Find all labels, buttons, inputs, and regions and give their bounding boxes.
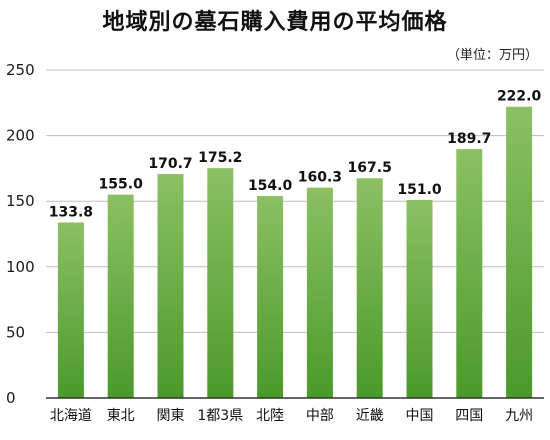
bars (57, 106, 533, 399)
x-category-label: 関東 (157, 408, 185, 424)
value-label: 154.0 (248, 178, 293, 194)
bar-10 (506, 106, 533, 399)
value-label: 175.2 (198, 150, 242, 166)
y-tick-label: 0 (6, 389, 16, 407)
bar-5 (257, 195, 284, 398)
bar-7 (356, 178, 383, 398)
y-axis-ticks: 0 50 100 150 200 250 (6, 61, 35, 407)
value-label: 170.7 (148, 156, 192, 172)
value-label: 151.0 (397, 182, 442, 198)
bar-4 (207, 168, 234, 398)
value-label: 167.5 (348, 160, 392, 176)
x-category-label: 中国 (406, 408, 434, 424)
y-tick-label: 150 (6, 192, 35, 210)
value-label: 160.3 (298, 170, 342, 186)
bar-2 (107, 194, 134, 398)
x-category-label: 東北 (107, 408, 135, 424)
x-category-label: 中部 (306, 408, 334, 424)
bar-9 (456, 149, 483, 398)
y-tick-label: 100 (6, 258, 35, 276)
value-label: 133.8 (49, 204, 93, 220)
bar-1 (57, 222, 84, 398)
chart-title: 地域別の墓石購入費用の平均価格 (102, 10, 448, 35)
value-label: 155.0 (99, 177, 144, 193)
unit-note: （単位：万円） (446, 48, 538, 63)
x-category-label: 四国 (455, 408, 483, 424)
y-tick-label: 50 (6, 323, 25, 341)
bar-3 (157, 174, 184, 398)
value-label: 189.7 (447, 131, 491, 147)
bar-6 (306, 187, 333, 398)
x-category-label: 九州 (505, 408, 533, 424)
x-axis-labels: 北海道 東北 関東 1都3県 北陸 中部 近畿 中国 四国 九州 (50, 408, 533, 424)
y-tick-label: 250 (6, 61, 35, 79)
x-category-label: 1都3県 (197, 408, 243, 424)
x-category-label: 北陸 (256, 408, 284, 424)
x-category-label: 北海道 (50, 408, 92, 424)
bar-8 (406, 199, 433, 398)
value-label: 222.0 (497, 89, 542, 105)
x-category-label: 近畿 (356, 408, 384, 424)
y-tick-label: 200 (6, 127, 35, 145)
